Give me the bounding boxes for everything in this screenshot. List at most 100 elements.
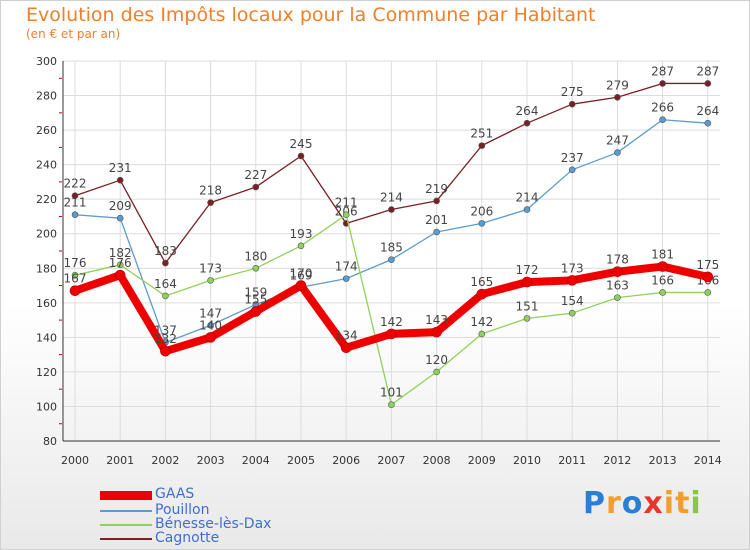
data-point-pouillon [568, 166, 576, 174]
data-label-cagnotte: 231 [109, 161, 132, 175]
data-point-benesse-les-dax [207, 277, 214, 284]
data-point-pouillon [342, 275, 350, 282]
data-label-benesse-les-dax: 163 [606, 279, 629, 293]
data-point-cagnotte [71, 192, 79, 200]
data-label-gaas: 172 [516, 263, 539, 277]
data-label-benesse-les-dax: 101 [380, 386, 403, 400]
data-label-pouillon: 264 [696, 104, 719, 118]
x-tick-label: 2010 [513, 454, 541, 467]
data-point-cagnotte [523, 119, 531, 127]
data-point-gaas [69, 285, 81, 297]
data-label-cagnotte: 279 [606, 78, 629, 92]
data-point-gaas [566, 275, 578, 286]
data-label-benesse-les-dax: 193 [290, 227, 313, 241]
data-label-benesse-les-dax: 173 [199, 261, 222, 275]
data-point-benesse-les-dax [433, 368, 440, 376]
data-point-pouillon [659, 116, 666, 124]
data-label-benesse-les-dax: 180 [244, 249, 267, 263]
data-label-benesse-les-dax: 211 [335, 196, 358, 210]
legend-swatch-pouillon [100, 510, 152, 512]
x-tick-label: 2012 [603, 454, 631, 467]
data-point-gaas [521, 276, 533, 288]
data-point-benesse-les-dax [71, 271, 79, 279]
x-tick-label: 2005 [287, 454, 315, 467]
data-point-pouillon [433, 228, 440, 236]
data-label-pouillon: 266 [651, 101, 674, 115]
data-point-gaas [205, 332, 216, 343]
logo-letter: i [690, 486, 702, 521]
data-label-cagnotte: 219 [425, 182, 448, 196]
data-label-benesse-les-dax: 142 [470, 315, 493, 329]
data-point-gaas [702, 271, 714, 283]
y-tick-label: 100 [36, 400, 57, 413]
data-label-gaas: 170 [290, 267, 313, 281]
data-label-pouillon: 237 [561, 151, 584, 165]
legend-label-cagnotte: Cagnotte [155, 530, 220, 546]
data-label-cagnotte: 251 [470, 127, 493, 141]
logo-letter: P [583, 486, 606, 521]
data-point-pouillon [704, 119, 712, 127]
data-point-benesse-les-dax [659, 289, 666, 296]
legend-item-gaas: GAAS [100, 486, 400, 502]
data-label-cagnotte: 287 [696, 64, 719, 78]
x-tick-label: 2007 [377, 454, 405, 467]
x-tick-label: 2003 [197, 454, 225, 467]
data-point-benesse-les-dax [614, 294, 621, 301]
data-point-benesse-les-dax [252, 264, 260, 272]
x-tick-label: 2004 [242, 454, 270, 467]
x-tick-label: 2001 [106, 454, 134, 467]
data-point-cagnotte [659, 80, 666, 87]
data-label-cagnotte: 222 [64, 177, 87, 191]
y-tick-label: 240 [36, 159, 57, 172]
data-point-benesse-les-dax [297, 242, 305, 250]
data-label-cagnotte: 227 [244, 168, 267, 182]
data-point-pouillon [71, 211, 79, 219]
chart-subtitle: (en € et par an) [26, 27, 121, 41]
y-tick-label: 180 [36, 262, 57, 275]
logo-letter: r [606, 486, 622, 521]
y-tick-label: 120 [36, 366, 57, 379]
data-point-gaas [160, 345, 171, 357]
data-label-cagnotte: 287 [651, 64, 674, 78]
data-label-gaas: 140 [199, 318, 222, 332]
data-label-pouillon: 159 [244, 286, 267, 300]
x-tick-label: 2006 [332, 454, 360, 467]
data-label-pouillon: 206 [470, 204, 493, 218]
data-point-gaas [612, 266, 623, 278]
data-label-gaas: 178 [606, 253, 629, 267]
chart-title: Evolution des Impôts locaux pour la Comm… [26, 4, 596, 26]
data-label-benesse-les-dax: 176 [64, 256, 87, 270]
data-label-pouillon: 214 [516, 191, 539, 205]
data-label-gaas: 175 [696, 258, 719, 272]
data-label-gaas: 181 [651, 248, 674, 262]
data-point-pouillon [523, 206, 531, 213]
legend-swatch-benesse [100, 524, 152, 526]
y-tick-label: 300 [36, 55, 57, 68]
data-point-gaas [250, 306, 262, 317]
legend-item-cagnotte: Cagnotte [100, 530, 400, 546]
data-label-benesse-les-dax: 164 [154, 277, 177, 291]
logo-letter: x [643, 486, 664, 521]
data-label-benesse-les-dax: 154 [561, 294, 584, 308]
data-point-gaas [114, 269, 126, 281]
x-tick-label: 2011 [558, 454, 586, 467]
logo-letter: t [675, 486, 691, 521]
data-point-benesse-les-dax [478, 330, 486, 338]
x-tick-label: 2002 [151, 454, 179, 467]
data-point-cagnotte [614, 93, 621, 101]
data-point-gaas [476, 288, 488, 300]
x-tick-label: 2014 [694, 454, 722, 467]
data-point-gaas [295, 280, 307, 291]
y-tick-label: 280 [36, 90, 57, 103]
data-point-benesse-les-dax [162, 292, 169, 300]
proxiti-logo: Proxiti [583, 486, 702, 521]
data-label-cagnotte: 264 [516, 104, 539, 118]
data-label-benesse-les-dax: 182 [109, 246, 132, 260]
legend-label-gaas: GAAS [155, 486, 195, 502]
data-point-cagnotte [207, 199, 214, 206]
y-tick-label: 160 [36, 297, 57, 310]
data-point-pouillon [388, 256, 395, 263]
legend-swatch-gaas [100, 491, 152, 500]
data-point-cagnotte [297, 152, 305, 160]
